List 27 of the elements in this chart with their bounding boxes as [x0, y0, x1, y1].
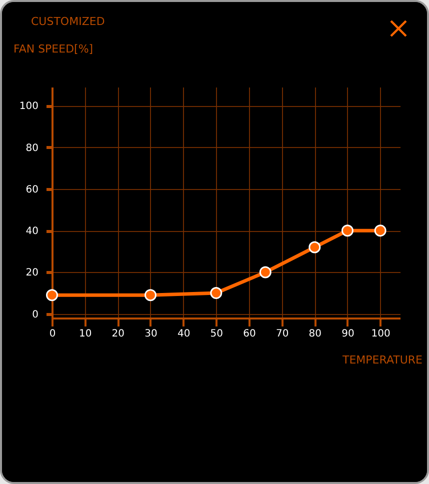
- point: [259, 266, 272, 278]
- x-tick-label: 0: [49, 328, 56, 340]
- point: [374, 224, 386, 237]
- x-axis-title: TEMPERATURE: [342, 354, 423, 366]
- y-tick-label: 20: [26, 268, 38, 279]
- x-tick-label: 30: [144, 328, 158, 340]
- point: [46, 289, 58, 302]
- point: [341, 224, 354, 237]
- y-axis-title: FAN SPEED[%]: [14, 42, 94, 56]
- x-tick-label: 20: [112, 328, 125, 340]
- x-tick-label: 10: [78, 328, 92, 340]
- y-tick-label: 100: [19, 101, 38, 112]
- x-tick-label: 80: [308, 328, 322, 340]
- y-tick-label: 60: [26, 184, 38, 196]
- point: [210, 287, 222, 300]
- point: [308, 241, 321, 254]
- x-tick-label: 90: [342, 328, 354, 340]
- x-tick-label: 100: [371, 328, 390, 340]
- x-tick-label: 40: [177, 328, 190, 340]
- point: [144, 289, 156, 302]
- x-tick-label: 60: [243, 328, 256, 340]
- y-tick-label: 80: [26, 142, 38, 154]
- x-tick-label: 70: [276, 328, 289, 340]
- y-tick-label: 40: [26, 226, 38, 238]
- y-tick-label: 0: [32, 309, 38, 320]
- chart-title: CUSTOMIZED: [31, 15, 105, 28]
- x-tick-label: 50: [210, 328, 224, 340]
